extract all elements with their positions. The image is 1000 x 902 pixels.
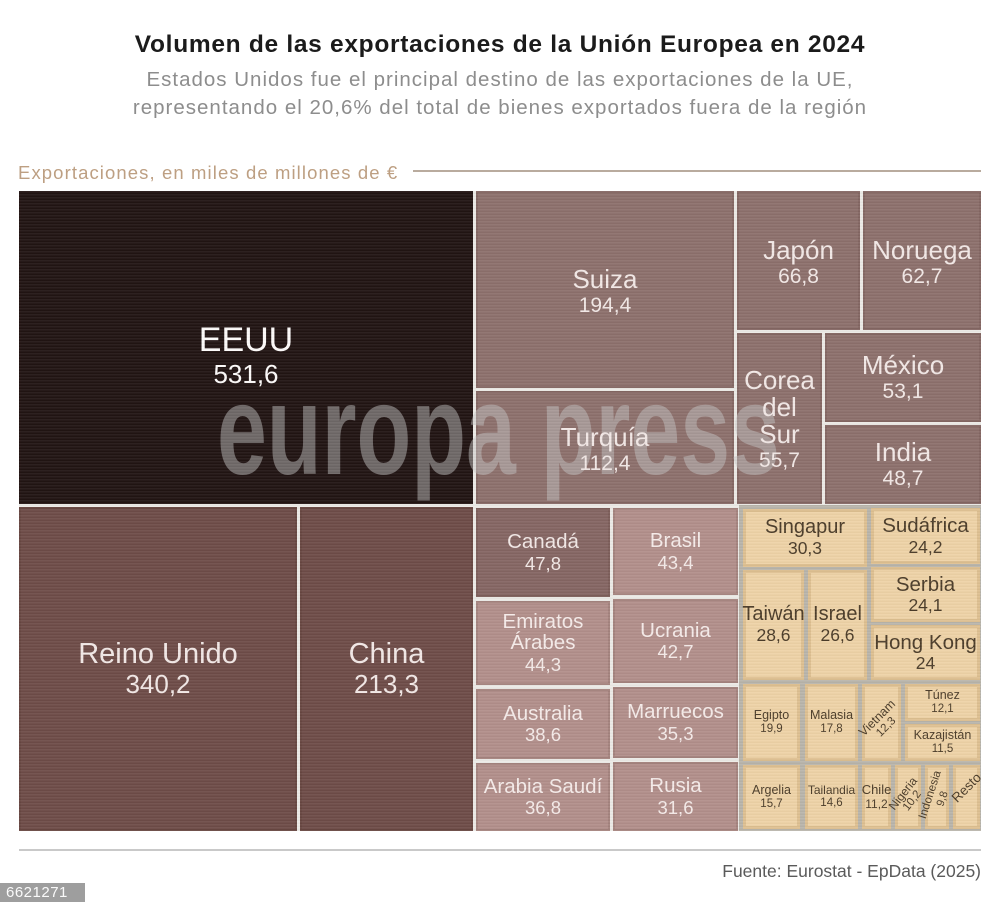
svg-text:europa press: europa press xyxy=(217,359,780,502)
